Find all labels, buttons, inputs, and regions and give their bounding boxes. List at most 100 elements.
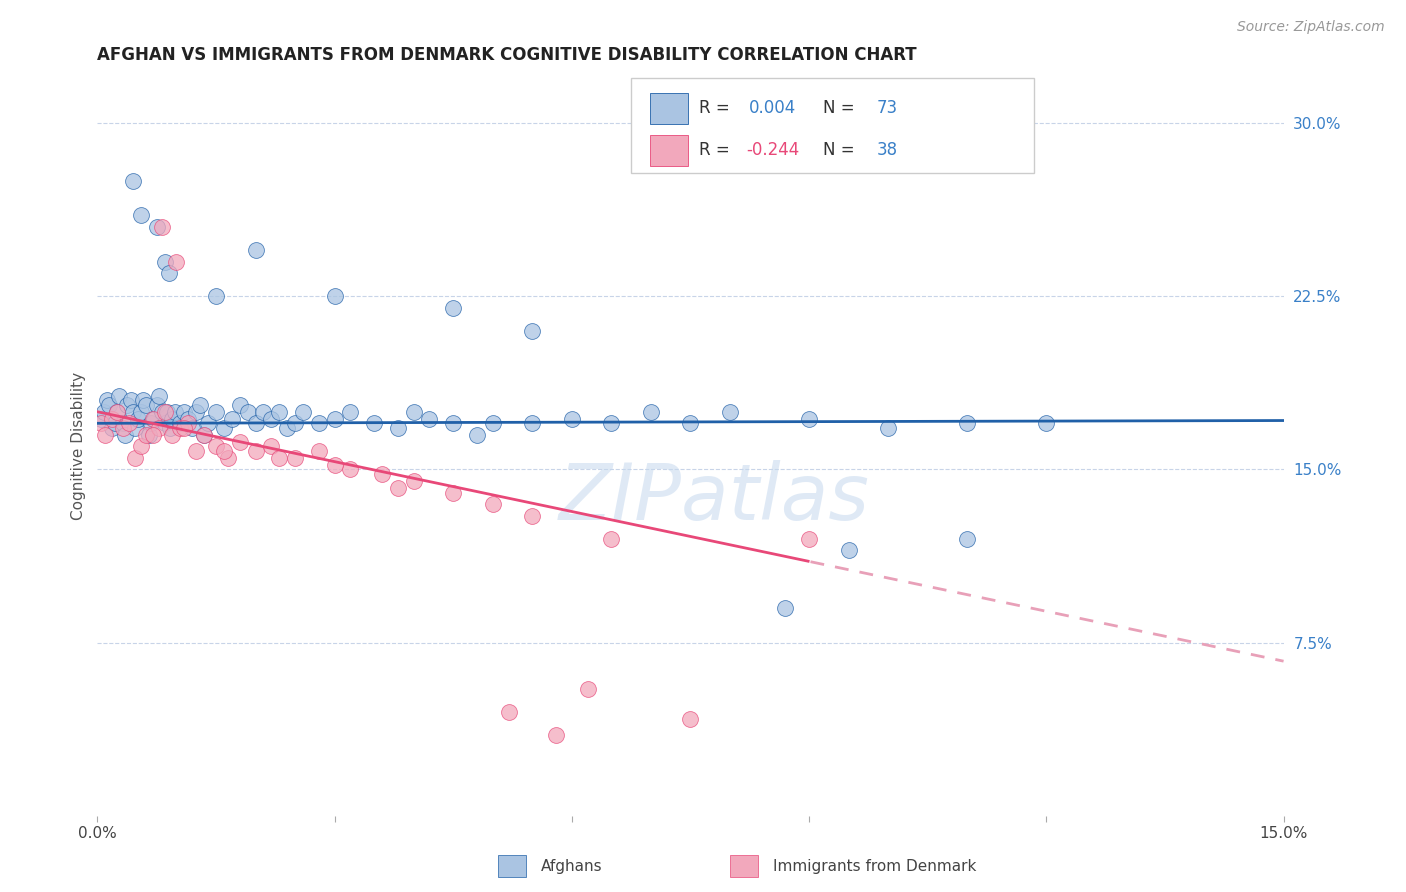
Point [418, 411, 440, 425]
Point [129, 439, 152, 453]
Point [143, 411, 166, 425]
Point [197, 417, 219, 431]
Point [162, 427, 184, 442]
Point [544, 728, 567, 742]
Point [205, 289, 228, 303]
Point [465, 427, 488, 442]
Text: R =: R = [699, 141, 735, 159]
Point [169, 417, 191, 431]
Point [173, 405, 195, 419]
Point [252, 405, 274, 419]
Text: 73: 73 [877, 99, 898, 117]
Point [797, 411, 820, 425]
Point [228, 434, 250, 449]
Point [308, 444, 330, 458]
FancyBboxPatch shape [650, 93, 688, 124]
Point [260, 411, 283, 425]
Text: ZIPatlas: ZIPatlas [558, 460, 870, 536]
Point [142, 411, 165, 425]
Point [135, 398, 157, 412]
Text: 38: 38 [877, 141, 898, 159]
Point [120, 393, 142, 408]
Point [124, 421, 146, 435]
Point [129, 209, 152, 223]
Point [387, 481, 409, 495]
Point [90, 411, 112, 425]
Point [221, 411, 243, 425]
Point [260, 439, 283, 453]
Text: -0.244: -0.244 [747, 141, 800, 159]
Point [150, 405, 173, 419]
Point [679, 712, 702, 726]
Point [402, 405, 425, 419]
Point [105, 405, 128, 419]
Point [129, 405, 152, 419]
Point [100, 421, 122, 435]
Point [481, 417, 503, 431]
Point [163, 405, 186, 419]
Point [797, 532, 820, 546]
Point [96, 393, 118, 408]
Point [105, 405, 128, 419]
FancyBboxPatch shape [650, 135, 688, 166]
Text: R =: R = [699, 99, 735, 117]
Point [1035, 417, 1057, 431]
Point [122, 405, 145, 419]
Point [186, 444, 208, 458]
Point [284, 417, 307, 431]
Point [145, 398, 167, 412]
Point [153, 254, 176, 268]
Point [877, 421, 900, 435]
Point [441, 417, 464, 431]
Point [157, 266, 180, 280]
Point [228, 398, 250, 412]
Point [441, 485, 464, 500]
Point [124, 450, 146, 465]
Point [600, 532, 623, 546]
Point [114, 427, 136, 442]
Text: 0.004: 0.004 [748, 99, 796, 117]
Point [371, 467, 394, 482]
Point [775, 601, 797, 615]
Point [205, 439, 228, 453]
Point [177, 411, 200, 425]
Point [127, 411, 149, 425]
Point [139, 417, 162, 431]
Point [522, 417, 544, 431]
Point [165, 254, 187, 268]
Point [245, 243, 267, 257]
Point [145, 219, 167, 234]
Point [162, 411, 184, 425]
Point [186, 405, 208, 419]
Point [339, 462, 361, 476]
Point [108, 388, 131, 402]
Point [441, 301, 464, 315]
Y-axis label: Cognitive Disability: Cognitive Disability [72, 372, 86, 520]
Point [339, 405, 361, 419]
Point [193, 427, 215, 442]
Point [104, 417, 127, 431]
Point [122, 174, 145, 188]
Point [188, 398, 211, 412]
Point [600, 417, 623, 431]
Text: Immigrants from Denmark: Immigrants from Denmark [773, 859, 977, 873]
Point [148, 388, 170, 402]
Point [217, 450, 239, 465]
Point [956, 417, 979, 431]
Point [245, 417, 267, 431]
Point [956, 532, 979, 546]
Point [150, 219, 173, 234]
Point [576, 681, 599, 696]
Point [838, 543, 860, 558]
Point [308, 417, 330, 431]
Point [323, 411, 346, 425]
Point [387, 421, 409, 435]
Text: AFGHAN VS IMMIGRANTS FROM DENMARK COGNITIVE DISABILITY CORRELATION CHART: AFGHAN VS IMMIGRANTS FROM DENMARK COGNIT… [97, 46, 917, 64]
Text: Source: ZipAtlas.com: Source: ZipAtlas.com [1237, 20, 1385, 34]
Point [100, 411, 122, 425]
Point [93, 405, 115, 419]
Point [98, 398, 121, 412]
Point [173, 421, 195, 435]
Point [153, 405, 176, 419]
Point [323, 289, 346, 303]
